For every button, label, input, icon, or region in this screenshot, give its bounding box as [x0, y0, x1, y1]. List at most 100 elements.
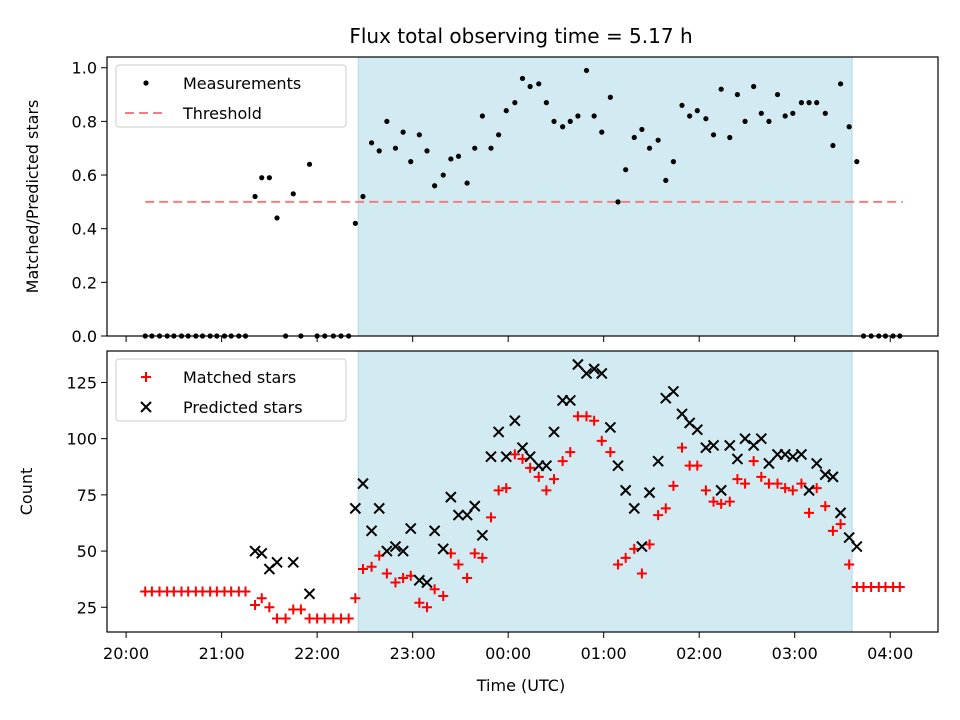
y-tick-label: 0.2: [72, 273, 97, 292]
matched-star-point: [820, 501, 831, 512]
matched-star-point: [844, 559, 855, 570]
predicted-star-point: [437, 543, 449, 555]
measurement-point: [472, 145, 478, 151]
predicted-star-point: [428, 525, 441, 537]
matched-star-point: [280, 613, 291, 624]
matched-star-point: [811, 483, 822, 494]
matched-star-point: [429, 584, 440, 595]
predicted-star-point: [795, 448, 808, 461]
y-tick-label: 0.0: [72, 327, 97, 346]
x-tick-label: 21:00: [199, 644, 245, 663]
predicted-star-point: [810, 457, 823, 470]
measurement-point: [455, 153, 462, 159]
measurement-point: [646, 145, 653, 151]
matched-star-point: [787, 485, 798, 496]
measurement-point: [710, 132, 717, 138]
y-tick-label: 0.4: [72, 220, 97, 239]
matched-star-point: [256, 593, 267, 604]
predicted-star-point: [540, 459, 553, 472]
predicted-star-point: [405, 522, 417, 535]
matched-star-point: [677, 442, 688, 453]
matched-star-point: [708, 496, 719, 507]
measurement-point: [567, 118, 573, 124]
matched-star-point: [827, 525, 838, 536]
matched-star-point: [517, 453, 528, 464]
predicted-star-point: [469, 500, 481, 512]
measurement-point: [432, 183, 438, 189]
measurement-point: [718, 86, 724, 92]
measurement-point: [814, 100, 820, 106]
measurement-point: [551, 118, 557, 124]
predicted-star-point: [755, 432, 768, 445]
predicted-star-point: [787, 450, 799, 463]
measurement-point: [408, 159, 414, 165]
measurement-point: [846, 124, 852, 130]
measurement-point: [416, 132, 422, 138]
measurement-point: [266, 175, 272, 181]
matched-star-point: [572, 411, 583, 422]
matched-star-point: [636, 568, 647, 579]
matched-star-point: [250, 600, 261, 611]
measurement-point: [448, 156, 454, 162]
measurement-point: [631, 134, 637, 141]
predicted-star-point: [271, 556, 283, 569]
matched-star-point: [398, 573, 409, 584]
bottom-axes-frame: [106, 350, 939, 633]
y-tick-label: 1.0: [72, 59, 97, 78]
x-axis-label: Time (UTC): [476, 676, 565, 695]
predicted-star-point: [724, 439, 736, 452]
matched-star-point: [477, 552, 488, 563]
matched-star-point: [605, 447, 616, 458]
measurement-point: [424, 148, 430, 154]
chart-title: Flux total observing time = 5.17 h: [349, 24, 692, 48]
matched-star-point: [357, 564, 368, 575]
measurement-point: [758, 110, 764, 116]
x-tick-label: 03:00: [772, 644, 818, 663]
matched-star-point: [748, 456, 759, 467]
predicted-star-point: [803, 484, 815, 497]
matched-star-point: [581, 411, 592, 422]
predicted-star-point: [421, 576, 433, 589]
predicted-star-point: [524, 450, 536, 463]
measurement-point: [687, 113, 693, 119]
predicted-star-point: [564, 394, 576, 407]
y-tick-label: 0.6: [72, 166, 97, 185]
matched-star-point: [541, 485, 552, 496]
x-tick-label: 22:00: [294, 644, 340, 663]
measurement-point: [392, 145, 399, 151]
legend-label: Matched stars: [183, 368, 296, 387]
top-legend: Measurements Threshold: [115, 64, 347, 128]
predicted-star-point: [691, 423, 704, 436]
matched-star-point: [756, 471, 767, 482]
measurement-point: [703, 116, 709, 122]
measurement-point: [368, 140, 375, 146]
measurement-point: [727, 134, 733, 141]
measurement-point: [488, 145, 494, 151]
predicted-star-point: [500, 450, 512, 463]
matched-star-point: [732, 474, 743, 485]
measurement-point: [830, 142, 836, 149]
measurement-point: [259, 175, 265, 181]
measurement-point: [290, 191, 296, 197]
measurement-point: [376, 148, 382, 154]
predicted-star-point: [445, 491, 457, 503]
matched-star-point: [350, 593, 361, 604]
legend-label: Threshold: [182, 104, 262, 123]
predicted-star-point: [715, 484, 727, 497]
measurement-point: [583, 67, 590, 74]
measurement-point: [806, 100, 812, 106]
matched-star-point: [295, 604, 306, 615]
x-tick-label: 23:00: [390, 644, 436, 663]
measurement-point: [591, 113, 597, 119]
measurement-point: [464, 180, 470, 186]
predicted-star-point: [485, 450, 497, 463]
predicted-star-point: [612, 459, 624, 472]
matched-star-point: [240, 586, 251, 597]
predicted-star-point: [572, 358, 584, 371]
matched-star-point: [780, 483, 791, 494]
measurement-point: [519, 75, 526, 82]
matched-star-point: [264, 602, 275, 613]
x-tick-label: 04:00: [867, 644, 913, 663]
predicted-star-point: [731, 453, 744, 465]
predicted-star-point: [303, 588, 316, 600]
